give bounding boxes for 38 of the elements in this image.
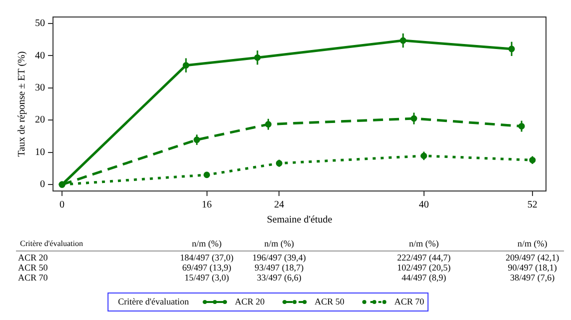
text: 93/497 (18,7)	[254, 262, 304, 272]
text: 15/497 (3,0)	[184, 272, 230, 282]
x-tick-label: 0	[60, 200, 65, 211]
text: ACR 70	[18, 272, 48, 282]
text: 184/497 (37,0)	[180, 252, 234, 262]
x-tick-label: 52	[527, 200, 538, 211]
legend-label: ACR 20	[234, 296, 266, 306]
text: Critère d'évaluation	[20, 239, 83, 248]
text: 44/497 (8,9)	[402, 272, 446, 282]
x-tick-label: 16	[202, 200, 212, 211]
point	[204, 172, 210, 178]
x-tick-label: 40	[418, 200, 429, 211]
legend-label: ACR 70	[394, 296, 425, 306]
y-tick-label: 40	[35, 50, 45, 62]
text: ACR 20	[18, 252, 48, 262]
legend-label: ACR 50	[314, 296, 345, 306]
text: 196/497 (39,4)	[252, 252, 306, 262]
x-tick-label: 24	[274, 200, 284, 211]
legend-title: Critère d'évaluation	[118, 296, 190, 306]
text: 69/497 (13,9)	[182, 262, 232, 272]
text: 102/497 (20,5)	[397, 262, 451, 272]
text: 222/497 (44,7)	[397, 252, 451, 262]
y-tick-label: 30	[35, 82, 45, 94]
text: 33/497 (6,6)	[256, 272, 302, 282]
y-tick-label: 10	[35, 146, 45, 158]
text: 209/497 (42,1)	[506, 252, 560, 262]
text: 90/497 (18,1)	[508, 262, 557, 272]
y-axis-title: Taux de réponse ± ET (%)	[16, 51, 28, 157]
text: ACR 50	[18, 262, 48, 272]
y-tick-label: 50	[35, 18, 45, 30]
text: 38/497 (7,6)	[510, 272, 555, 282]
y-tick-label: 20	[35, 114, 45, 126]
x-axis-title: Semaine d'étude	[266, 214, 333, 226]
text: n/m (%)	[192, 238, 222, 248]
text: n/m (%)	[264, 238, 294, 248]
text: n/m (%)	[409, 238, 439, 248]
y-tick-label: 0	[40, 179, 45, 190]
text: n/m (%)	[518, 238, 548, 248]
